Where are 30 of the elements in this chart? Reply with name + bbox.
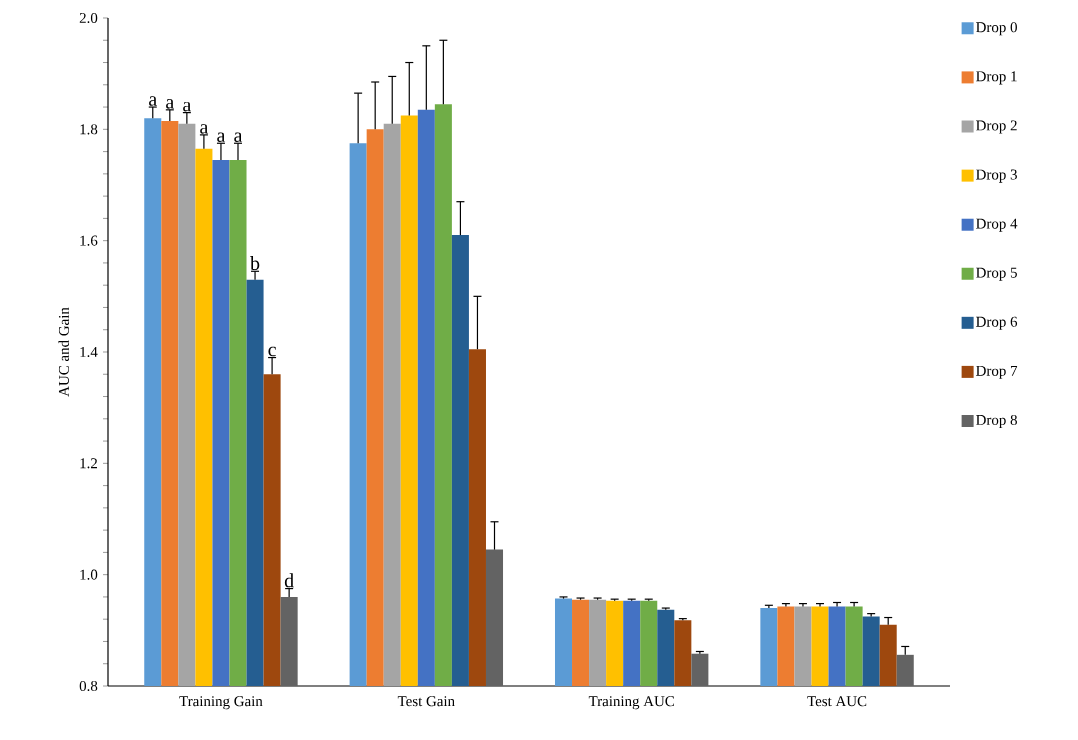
legend-label: Drop 0 xyxy=(976,22,1017,36)
legend-label: Drop 6 xyxy=(976,316,1018,330)
y-tick-label: 2.0 xyxy=(79,12,98,24)
y-tick-label: 1.0 xyxy=(80,569,98,580)
legend-label: Drop 2 xyxy=(976,120,1017,134)
x-tick-label: Training AUC xyxy=(588,696,674,710)
y-tick-label: 1.2 xyxy=(80,458,97,469)
data-label: a xyxy=(234,132,243,143)
y-tick-label: 0.8 xyxy=(79,680,98,692)
data-label: a xyxy=(149,96,157,106)
data-label: a xyxy=(200,124,209,134)
x-tick-label: Test Gain xyxy=(397,696,455,707)
data-label: d xyxy=(284,573,294,588)
y-axis-title: AUC and Gain xyxy=(58,307,69,397)
data-label: a xyxy=(217,132,226,143)
legend-label: Drop 7 xyxy=(976,365,1018,379)
legend-label: Drop 5 xyxy=(976,267,1017,281)
y-tick-label: 1.6 xyxy=(80,235,98,246)
y-tick-label: 1.4 xyxy=(80,346,98,358)
legend-label: Drop 4 xyxy=(976,218,1018,232)
x-tick-label: Training Gain xyxy=(179,696,263,710)
data-label: a xyxy=(183,101,191,112)
data-label: c xyxy=(268,346,276,357)
legend-label: Drop 8 xyxy=(976,414,1017,429)
x-tick-label: Test AUC xyxy=(807,696,867,707)
y-tick-label: 1.8 xyxy=(80,124,98,135)
legend-label: Drop 1 xyxy=(976,71,1017,85)
legend-label: Drop 3 xyxy=(976,169,1017,183)
data-label: a xyxy=(166,99,174,109)
data-label: b xyxy=(250,256,260,271)
